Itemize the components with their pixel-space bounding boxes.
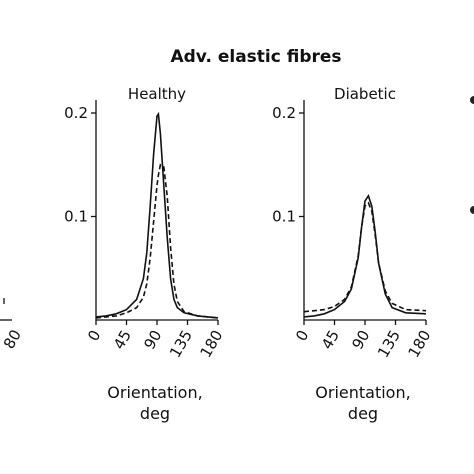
- figure-title: Adv. elastic fibres: [170, 47, 341, 67]
- x-tick-label: 90: [348, 327, 373, 353]
- x-tick-label: 180: [197, 327, 227, 361]
- panel-diabetic: Diabetic 0.1 0.2 0 45 90 135 180 Orientation, deg: [272, 85, 434, 423]
- x-tick-label: 0: [84, 327, 104, 344]
- panel-title: Diabetic: [334, 85, 396, 103]
- x-tick-label: 90: [140, 327, 165, 353]
- x-axis-label: deg: [140, 404, 170, 423]
- right-partial-marker: [470, 96, 474, 104]
- x-tick-label: 135: [166, 327, 196, 361]
- x-tick-label: 180: [405, 327, 435, 361]
- x-axis-label: Orientation,: [315, 383, 410, 402]
- panel-healthy: Healthy 0.1 0.2 0 45 90 135 180 Orientation, deg: [64, 85, 226, 423]
- right-partial-marker: [470, 206, 474, 214]
- x-axis-label: Orientation,: [107, 383, 202, 402]
- right-partial-panel: [470, 96, 474, 214]
- x-tick-label: 45: [110, 327, 135, 353]
- left-partial-tick-label: 80: [0, 326, 25, 352]
- y-tick-label: 0.2: [64, 104, 88, 122]
- x-tick-label: 0: [292, 327, 312, 344]
- x-tick-label: 135: [374, 327, 404, 361]
- y-tick-label: 0.2: [272, 104, 296, 122]
- y-tick-label: 0.1: [64, 208, 88, 226]
- series-line-dashed: [303, 201, 427, 313]
- left-partial-panel: 80: [0, 298, 25, 352]
- panel-title: Healthy: [128, 85, 186, 103]
- series-line-solid: [95, 111, 219, 319]
- series-line-dashed: [95, 163, 219, 319]
- y-tick-label: 0.1: [272, 208, 296, 226]
- x-tick-label: 45: [318, 327, 343, 353]
- series-line-solid: [303, 193, 427, 318]
- x-axis-label: deg: [348, 404, 378, 423]
